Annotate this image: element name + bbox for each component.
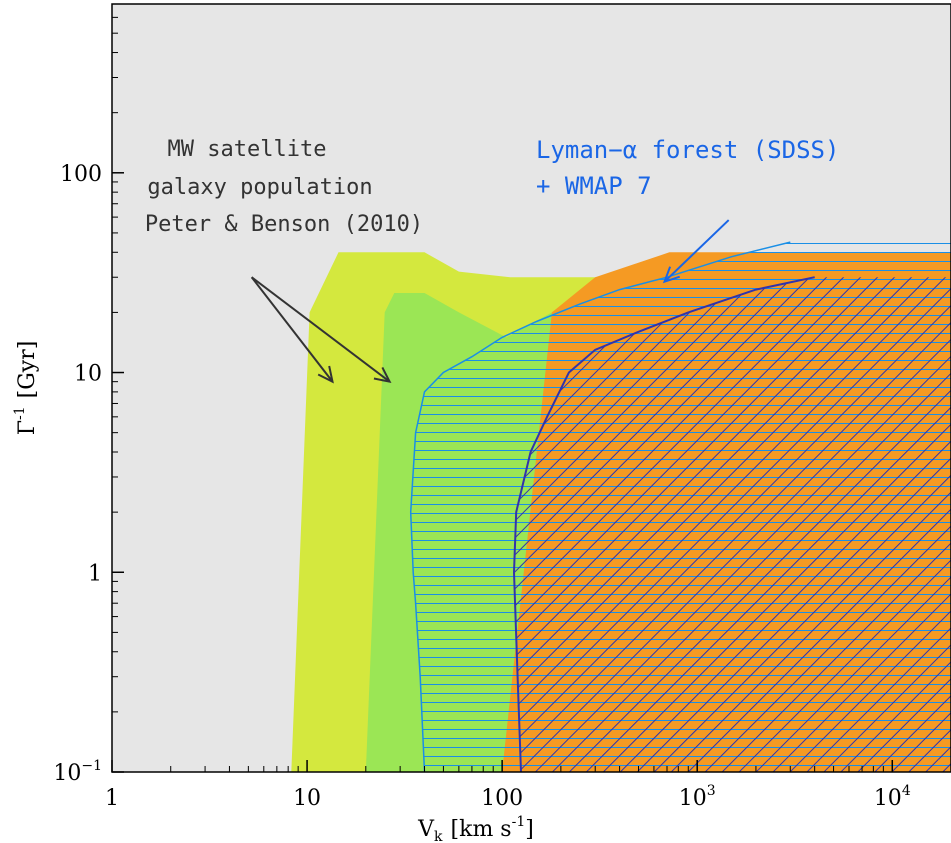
annotation-arrowhead: [373, 366, 392, 384]
annotation-arrowhead: [662, 266, 681, 284]
plot-frame: [111, 3, 951, 773]
annotation-arrowhead: [317, 365, 334, 384]
x-tick-label: 104: [874, 783, 911, 811]
x-axis-label: Vk [km s-1]: [417, 814, 534, 843]
annotation-arrow: [250, 276, 334, 383]
y-tick-label: 100: [60, 162, 102, 187]
y-tick-label: 10: [74, 362, 102, 387]
x-tick-label: 10: [293, 786, 321, 811]
x-tick-label: 1: [105, 786, 119, 811]
boundary-purple-boundary: [512, 276, 815, 772]
y-axis-label: Γ-1[Gyr]: [12, 341, 40, 436]
annotation-mw-line: galaxy population: [147, 175, 372, 200]
x-tick-label: 103: [679, 783, 716, 811]
annotation-arrow: [251, 276, 391, 383]
annotation-arrow: [663, 219, 730, 283]
annotation-lyman-line: Lyman−α forest (SDSS): [536, 136, 839, 164]
y-tick-label: 10−1: [53, 758, 102, 786]
hatch-purple-boundary: [514, 277, 951, 772]
annotation-lyman-line: + WMAP 7: [536, 172, 652, 200]
boundary-lyman-alpha-boundary: [409, 241, 791, 772]
annotation-mw-line: MW satellite: [168, 137, 327, 162]
x-tick-label: 100: [481, 786, 523, 811]
annotation-mw-line: Peter & Benson (2010): [145, 212, 423, 237]
y-tick-label: 1: [88, 561, 102, 586]
